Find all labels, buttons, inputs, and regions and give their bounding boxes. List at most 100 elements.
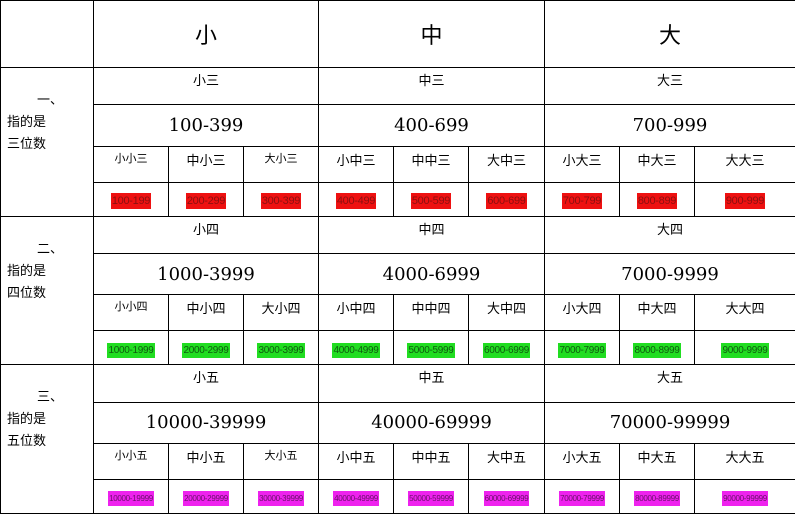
subgroup-name: 大小三 — [243, 145, 319, 183]
subgroup-name: 大中三 — [468, 145, 545, 183]
section-3-range-row: 10000-39999 40000-69999 70000-99999 — [1, 401, 795, 444]
subrange-cell: 7000-7999 — [544, 330, 620, 366]
subrange-highlight: 4000-4999 — [332, 342, 380, 358]
group-range: 7000-9999 — [544, 252, 795, 296]
section-number: 一、 — [37, 93, 64, 109]
section-1-label: 一、 指的是 三位数 — [0, 67, 94, 217]
subrange-highlight: 400-499 — [335, 193, 377, 210]
subgroup-name: 大小五 — [243, 442, 319, 480]
column-header-label: 大 — [658, 24, 681, 50]
subrange-cell: 2000-2999 — [168, 330, 244, 366]
group-range: 40000-69999 — [318, 401, 545, 444]
subrange-cell: 400-499 — [318, 181, 394, 217]
subgroup-name: 大大三 — [694, 145, 795, 183]
section-2-label: 二、 指的是 四位数 — [0, 215, 94, 366]
subrange-highlight: 300-399 — [260, 193, 302, 210]
subrange-highlight: 500-599 — [410, 193, 452, 210]
subrange-cell: 300-399 — [243, 181, 319, 217]
section-2-subname-row: 小小四 中小四 大小四 小中四 中中四 大中四 小大四 中大四 大大四 — [1, 294, 795, 332]
subrange-highlight: 600-699 — [486, 193, 527, 210]
group-name: 小三 — [93, 67, 319, 106]
group-range: 400-699 — [318, 104, 545, 147]
subrange-highlight: 70000-79999 — [559, 491, 605, 507]
subgroup-name: 大中四 — [468, 294, 545, 332]
group-name: 中三 — [318, 67, 545, 106]
subgroup-name: 中大五 — [619, 442, 695, 480]
subgroup-name: 中小五 — [168, 442, 244, 480]
section-2-name-row: 二、 指的是 四位数 小四 中四 大四 — [0, 215, 795, 366]
subrange-cell: 10000-19999 — [93, 478, 169, 514]
subrange-cell: 30000-39999 — [243, 478, 319, 514]
subgroup-name: 小大五 — [544, 442, 620, 480]
subrange-highlight: 6000-6999 — [482, 342, 531, 358]
section-3-name-row: 三、 指的是 五位数 小五 中五 大五 — [0, 364, 795, 514]
subrange-highlight: 30000-39999 — [258, 491, 304, 507]
subrange-cell: 3000-3999 — [243, 330, 319, 366]
section-1-subname-row: 小小三 中小三 大小三 小中三 中中三 大中三 小大三 中大三 大大三 — [1, 145, 795, 183]
subrange-cell: 20000-29999 — [168, 478, 244, 514]
subrange-highlight: 10000-19999 — [108, 491, 154, 507]
group-name: 中五 — [318, 364, 545, 403]
subrange-highlight: 3000-3999 — [257, 342, 305, 358]
subrange-cell: 600-699 — [468, 181, 545, 217]
subrange-cell: 500-599 — [393, 181, 469, 217]
subgroup-name: 大大五 — [694, 442, 795, 480]
subgroup-name: 大小四 — [243, 294, 319, 332]
subrange-cell: 40000-49999 — [318, 478, 394, 514]
group-range: 700-999 — [544, 104, 795, 147]
subrange-cell: 100-199 — [93, 181, 169, 217]
subgroup-name: 小中四 — [318, 294, 394, 332]
subrange-highlight: 40000-49999 — [333, 491, 379, 507]
subrange-cell: 70000-79999 — [544, 478, 620, 514]
group-name: 大三 — [544, 67, 795, 106]
column-header-label: 中 — [420, 24, 443, 50]
subgroup-name: 中中五 — [393, 442, 469, 480]
subgroup-name: 小中五 — [318, 442, 394, 480]
section-desc-line1: 指的是 — [7, 263, 47, 279]
subrange-cell: 1000-1999 — [93, 330, 169, 366]
section-desc-line1: 指的是 — [7, 115, 47, 131]
section-2-range-row: 1000-3999 4000-6999 7000-9999 — [1, 252, 795, 296]
section-desc-line2: 三位数 — [7, 137, 47, 153]
column-header-medium: 中 — [318, 0, 545, 69]
corner-cell — [0, 0, 94, 69]
group-name: 小五 — [93, 364, 319, 403]
subrange-highlight: 20000-29999 — [183, 491, 229, 507]
subgroup-name: 中大三 — [619, 145, 695, 183]
subrange-highlight: 200-299 — [185, 193, 227, 210]
subrange-cell: 800-899 — [619, 181, 695, 217]
subrange-cell: 90000-99999 — [694, 478, 795, 514]
subrange-highlight: 7000-7999 — [558, 342, 606, 358]
section-3-label: 三、 指的是 五位数 — [0, 364, 94, 514]
subrange-highlight: 100-199 — [110, 193, 152, 210]
subgroup-name: 中大四 — [619, 294, 695, 332]
column-header-small: 小 — [93, 0, 319, 69]
section-number: 三、 — [37, 390, 64, 406]
subrange-highlight: 60000-69999 — [483, 491, 530, 507]
subgroup-name: 大大四 — [694, 294, 795, 332]
subrange-cell: 5000-5999 — [393, 330, 469, 366]
subrange-highlight: 9000-9999 — [721, 342, 769, 358]
subrange-cell: 8000-8999 — [619, 330, 695, 366]
subgroup-name: 小小五 — [93, 442, 169, 480]
subrange-highlight: 2000-2999 — [182, 342, 230, 358]
subrange-highlight: 700-799 — [561, 193, 603, 210]
subgroup-name: 中中四 — [393, 294, 469, 332]
section-desc-line1: 指的是 — [7, 412, 47, 428]
column-header-label: 小 — [194, 24, 217, 50]
subrange-highlight: 5000-5999 — [407, 342, 455, 358]
subrange-highlight: 1000-1999 — [107, 342, 155, 358]
section-desc-line2: 五位数 — [7, 434, 47, 450]
subrange-highlight: 80000-89999 — [634, 491, 680, 507]
subrange-highlight: 900-999 — [724, 193, 766, 210]
subrange-cell: 900-999 — [694, 181, 795, 217]
subgroup-name: 中中三 — [393, 145, 469, 183]
subgroup-name: 小小三 — [93, 145, 169, 183]
group-range: 70000-99999 — [544, 401, 795, 444]
section-number: 二、 — [37, 241, 64, 257]
section-1-subrange-row: 100-199 200-299 300-399 400-499 500-599 … — [1, 181, 795, 217]
section-2-subrange-row: 1000-1999 2000-2999 3000-3999 4000-4999 … — [1, 330, 795, 366]
section-3-subname-row: 小小五 中小五 大小五 小中五 中中五 大中五 小大五 中大五 大大五 — [1, 442, 795, 480]
subrange-highlight: 800-899 — [636, 193, 678, 210]
subrange-cell: 4000-4999 — [318, 330, 394, 366]
